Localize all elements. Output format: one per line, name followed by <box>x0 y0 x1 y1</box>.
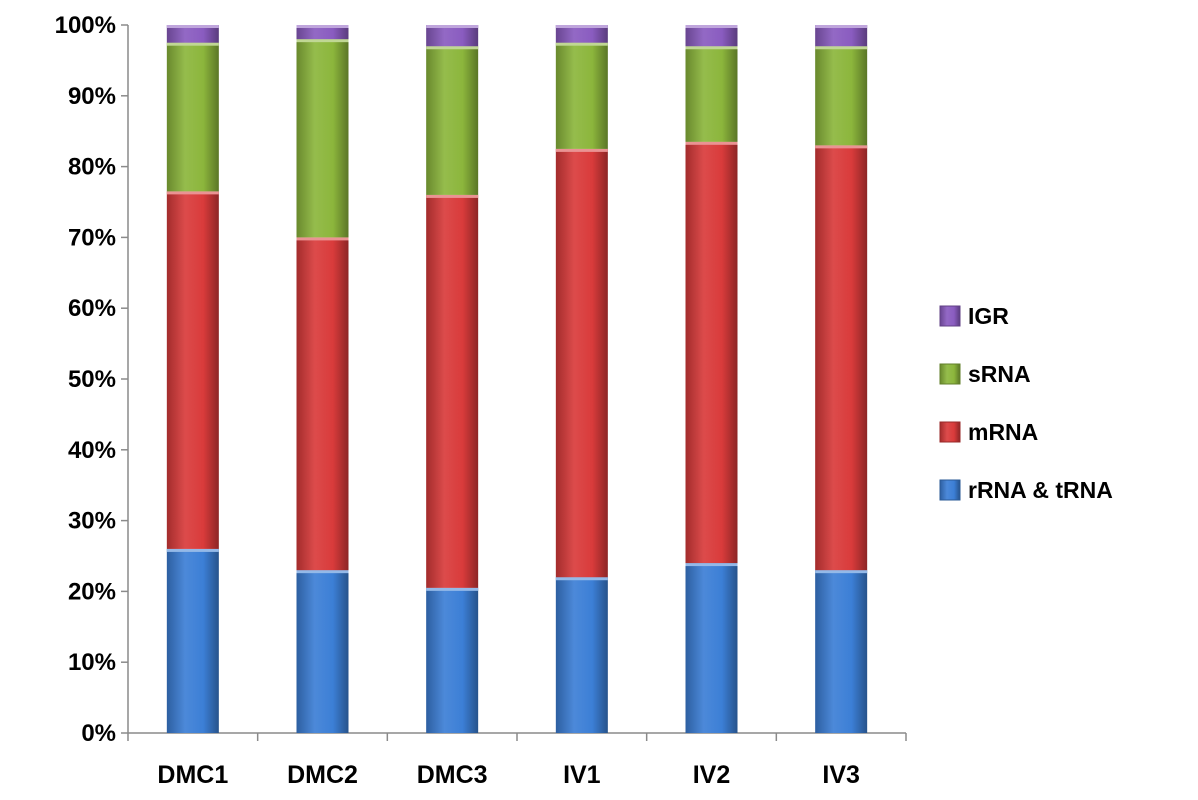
bar-segment-dmc1-igr <box>166 25 219 43</box>
bar-segment-bevel <box>685 563 738 567</box>
x-category-label: IV2 <box>693 761 731 789</box>
bar-segment-iv2-srna <box>685 46 738 142</box>
bar-segment-iv3-igr <box>815 25 868 47</box>
y-axis: 0% 10% 20% 30% 40% 50% 60% 70% 80% 90% 100% <box>55 12 129 747</box>
bar-segment-iv3-rrna-trna <box>815 570 868 733</box>
bar-segment-iv1-igr <box>555 25 608 43</box>
bar-segment-bevel <box>815 570 868 574</box>
y-tick-label: 30% <box>68 508 116 535</box>
legend: IGR sRNA mRNA rRNA & tRNA <box>939 303 1113 503</box>
bar-segment-bevel <box>815 145 868 149</box>
bar-segment-bevel <box>296 570 349 574</box>
bar-segment-dmc2-igr <box>296 25 349 40</box>
y-tick-label: 60% <box>68 295 116 322</box>
bar-segment-dmc2-rrna-trna <box>296 570 349 733</box>
bar-segment-dmc3-srna <box>426 46 479 195</box>
bar-segment-iv2-igr <box>685 25 738 47</box>
legend-swatch-igr <box>939 305 961 327</box>
y-tick-label: 90% <box>68 83 116 110</box>
bar-segment-iv1-srna <box>555 42 608 149</box>
y-tick-label: 70% <box>68 224 116 251</box>
bar-segment-bevel <box>296 25 349 28</box>
bar-segment-dmc2-mrna <box>296 237 349 571</box>
bar-segment-bevel <box>555 25 608 28</box>
legend-label-rrna-trna: rRNA & tRNA <box>968 477 1113 503</box>
bar-segment-bevel <box>555 148 608 152</box>
bar-segment-bevel <box>296 39 349 43</box>
y-tick-label: 40% <box>68 437 116 464</box>
bar-segment-dmc1-srna <box>166 42 219 192</box>
bar-segment-bevel <box>296 237 349 241</box>
bar-segment-bevel <box>426 587 479 591</box>
bar-segment-bevel <box>426 25 479 28</box>
x-category-label: DMC3 <box>417 761 488 789</box>
y-tick-label: 50% <box>68 366 116 393</box>
y-tick-label: 10% <box>68 649 116 676</box>
x-category-label: DMC1 <box>157 761 228 789</box>
bar-segment-iv3-mrna <box>815 145 868 571</box>
bar-segment-bevel <box>166 25 219 28</box>
y-tick-label: 100% <box>55 12 116 39</box>
bar-segment-dmc1-rrna-trna <box>166 548 219 733</box>
bar-segment-bevel <box>555 577 608 581</box>
bar-segment-dmc1-mrna <box>166 191 219 549</box>
bar-segment-iv1-mrna <box>555 148 608 578</box>
bar-segment-iv2-rrna-trna <box>685 563 738 733</box>
x-category-label: IV1 <box>563 761 601 789</box>
legend-label-srna: sRNA <box>968 361 1031 387</box>
bars <box>166 25 868 733</box>
bar-segment-bevel <box>426 194 479 198</box>
x-category-label: DMC2 <box>287 761 358 789</box>
y-tick-label: 80% <box>68 154 116 181</box>
bar-segment-bevel <box>166 191 219 195</box>
legend-label-igr: IGR <box>968 303 1009 329</box>
legend-swatch-srna <box>939 363 961 385</box>
bar-segment-bevel <box>166 548 219 552</box>
bar-segment-bevel <box>555 42 608 46</box>
bar-segment-bevel <box>166 42 219 46</box>
bar-segment-dmc3-mrna <box>426 194 479 588</box>
bar-segment-bevel <box>815 25 868 28</box>
x-axis: DMC1 DMC2 DMC3 IV1 IV2 IV3 <box>127 732 907 789</box>
legend-swatch-mrna <box>939 421 961 443</box>
bar-segment-bevel <box>426 46 479 50</box>
x-category-label: IV3 <box>822 761 860 789</box>
bar-segment-bevel <box>685 141 738 145</box>
bar-segment-bevel <box>685 25 738 28</box>
bar-segment-dmc3-rrna-trna <box>426 587 479 733</box>
bar-segment-bevel <box>815 46 868 50</box>
bar-segment-iv2-mrna <box>685 141 738 564</box>
bar-segment-dmc3-igr <box>426 25 479 47</box>
bar-segment-iv3-srna <box>815 46 868 146</box>
y-tick-label: 0% <box>81 720 116 747</box>
bar-segment-dmc2-srna <box>296 39 349 238</box>
legend-label-mrna: mRNA <box>968 419 1038 445</box>
y-tick-label: 20% <box>68 578 116 605</box>
bar-segment-bevel <box>685 46 738 50</box>
bar-segment-iv1-rrna-trna <box>555 577 608 733</box>
legend-swatch-rrna-trna <box>939 479 961 501</box>
